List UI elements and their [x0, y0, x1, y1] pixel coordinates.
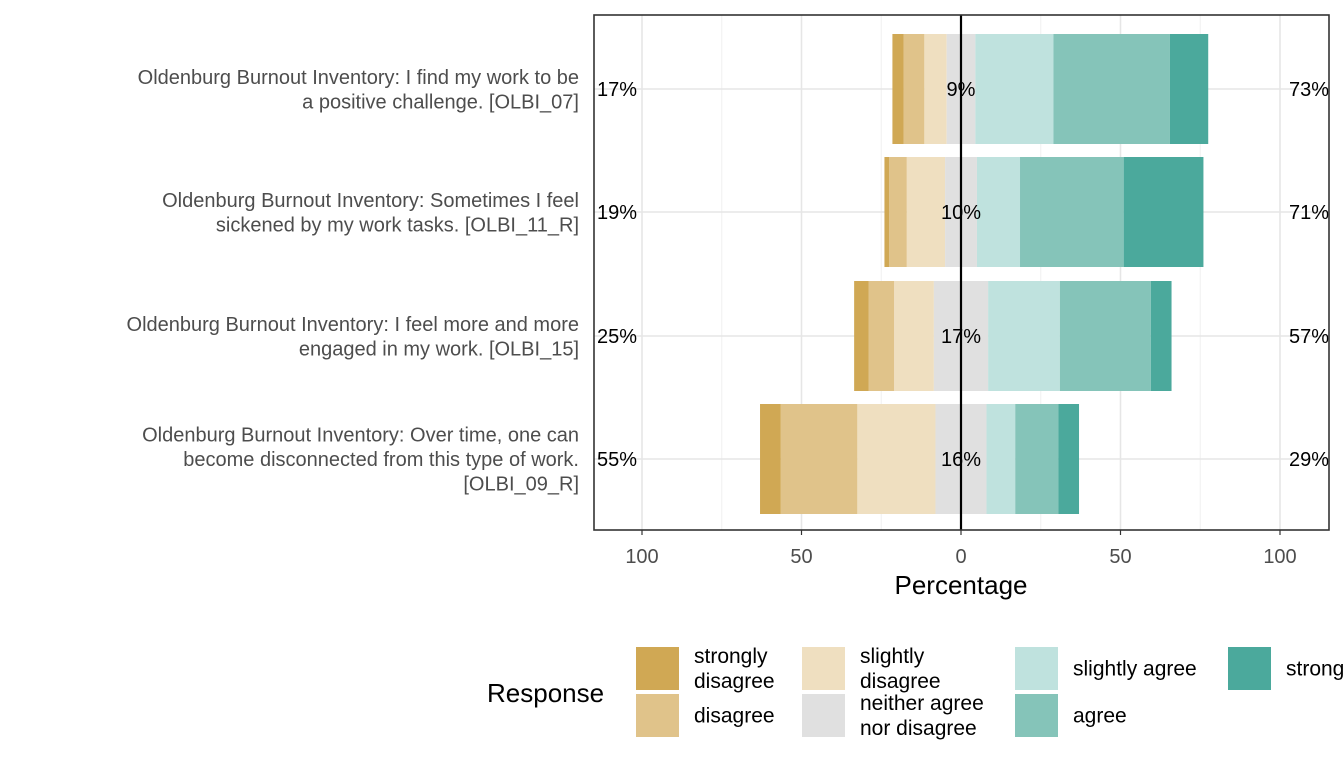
y-axis-label-line: Oldenburg Burnout Inventory: Sometimes I…	[162, 190, 579, 212]
bar-segment-sa	[1150, 281, 1172, 391]
bar-segment-sld	[924, 34, 947, 144]
plot-inner: 17% 9% 73%19% 10% 71%25% 17% 57%55% 16% 29%	[594, 15, 1329, 530]
y-axis-label-line: Oldenburg Burnout Inventory: I find my w…	[138, 67, 579, 89]
legend-label-line: disagree	[694, 705, 775, 728]
right-percent-label: 73%	[1289, 79, 1329, 101]
y-axis-label-line: a positive challenge. [OLBI_07]	[302, 91, 579, 113]
y-axis-label-line: Oldenburg Burnout Inventory: I feel more…	[127, 314, 579, 336]
x-tick-label: 100	[1263, 546, 1296, 568]
legend-key-sa	[1228, 647, 1271, 690]
bar-segment-d	[780, 404, 858, 514]
bar-segment-sd	[884, 157, 890, 267]
y-axis-labels: Oldenburg Burnout Inventory: I find my w…	[127, 67, 579, 496]
x-tick-label: 100	[625, 546, 658, 568]
left-percent-label: 55%	[597, 449, 637, 471]
legend-label-line: strongly agree	[1286, 658, 1344, 681]
right-percent-label: 71%	[1289, 202, 1329, 224]
left-percent-label: 25%	[597, 326, 637, 348]
y-axis-label: Oldenburg Burnout Inventory: Over time, …	[142, 425, 579, 496]
bar-segment-a	[1020, 157, 1124, 267]
bar-segment-sla	[976, 157, 1021, 267]
bar-segment-sld	[906, 157, 946, 267]
y-axis-label-line: engaged in my work. [OLBI_15]	[299, 338, 579, 360]
y-axis-label-line: sickened by my work tasks. [OLBI_11_R]	[216, 214, 579, 236]
bar-segment-d	[903, 34, 925, 144]
bar-segment-sa	[1123, 157, 1204, 267]
y-axis-label: Oldenburg Burnout Inventory: Sometimes I…	[162, 190, 579, 237]
x-axis-title: Percentage	[895, 570, 1028, 600]
legend-label-n: neither agree nor disagree	[860, 692, 984, 740]
legend-label-sd: strongly disagree	[694, 645, 775, 693]
y-axis-label-line: [OLBI_09_R]	[463, 474, 579, 496]
bar-segment-a	[1053, 34, 1170, 144]
legend-key-d	[636, 694, 679, 737]
bar-segment-sla	[975, 34, 1054, 144]
legend-key-sla	[1015, 647, 1058, 690]
legend-label-line: strongly	[694, 645, 768, 668]
bar-segment-sla	[988, 281, 1060, 391]
bar-segment-sd	[760, 404, 781, 514]
legend-label-line: disagree	[694, 670, 775, 693]
bar-segment-sla	[986, 404, 1016, 514]
y-axis-label: Oldenburg Burnout Inventory: I find my w…	[138, 67, 579, 114]
plot-area: 17% 9% 73%19% 10% 71%25% 17% 57%55% 16% 29%	[593, 14, 1330, 531]
x-axis: 100 50 0 50 100 Percentage	[625, 530, 1297, 600]
bar-segment-sa	[1058, 404, 1080, 514]
y-axis-label-line: Oldenburg Burnout Inventory: Over time, …	[142, 425, 579, 447]
x-tick-label: 50	[1109, 546, 1131, 568]
legend-label-line: slightly	[860, 645, 925, 668]
bar-segment-a	[1015, 404, 1059, 514]
right-percent-label: 57%	[1289, 326, 1329, 348]
legend-key-sd	[636, 647, 679, 690]
legend-label-line: nor disagree	[860, 717, 977, 740]
legend-key-n	[802, 694, 845, 737]
y-axis-label-line: become disconnected from this type of wo…	[183, 449, 579, 471]
legend-label-sld: slightly disagree	[860, 645, 941, 693]
right-percent-label: 29%	[1289, 449, 1329, 471]
legend-label-line: neither agree	[860, 692, 984, 715]
left-percent-label: 19%	[597, 202, 637, 224]
legend-label-sla: slightly agree	[1073, 658, 1197, 681]
legend-label-line: disagree	[860, 670, 941, 693]
bar-segment-sa	[1169, 34, 1209, 144]
x-tick-label: 0	[955, 546, 966, 568]
bar-segment-d	[889, 157, 907, 267]
legend-title: Response	[487, 678, 604, 708]
y-axis-label: Oldenburg Burnout Inventory: I feel more…	[127, 314, 579, 361]
left-percent-label: 17%	[597, 79, 637, 101]
bar-segment-sld	[894, 281, 934, 391]
legend-label-sa: strongly agree	[1286, 658, 1344, 681]
legend-key-a	[1015, 694, 1058, 737]
legend-label-line: agree	[1073, 705, 1127, 728]
legend-key-sld	[802, 647, 845, 690]
bar-segment-d	[868, 281, 895, 391]
bar-segment-sd	[854, 281, 869, 391]
bar-segment-sld	[857, 404, 936, 514]
x-tick-label: 50	[790, 546, 812, 568]
legend-label-line: slightly agree	[1073, 658, 1197, 681]
bar-segment-a	[1059, 281, 1151, 391]
legend-label-a: agree	[1073, 705, 1127, 728]
legend-label-d: disagree	[694, 705, 775, 728]
bar-segment-sd	[892, 34, 904, 144]
